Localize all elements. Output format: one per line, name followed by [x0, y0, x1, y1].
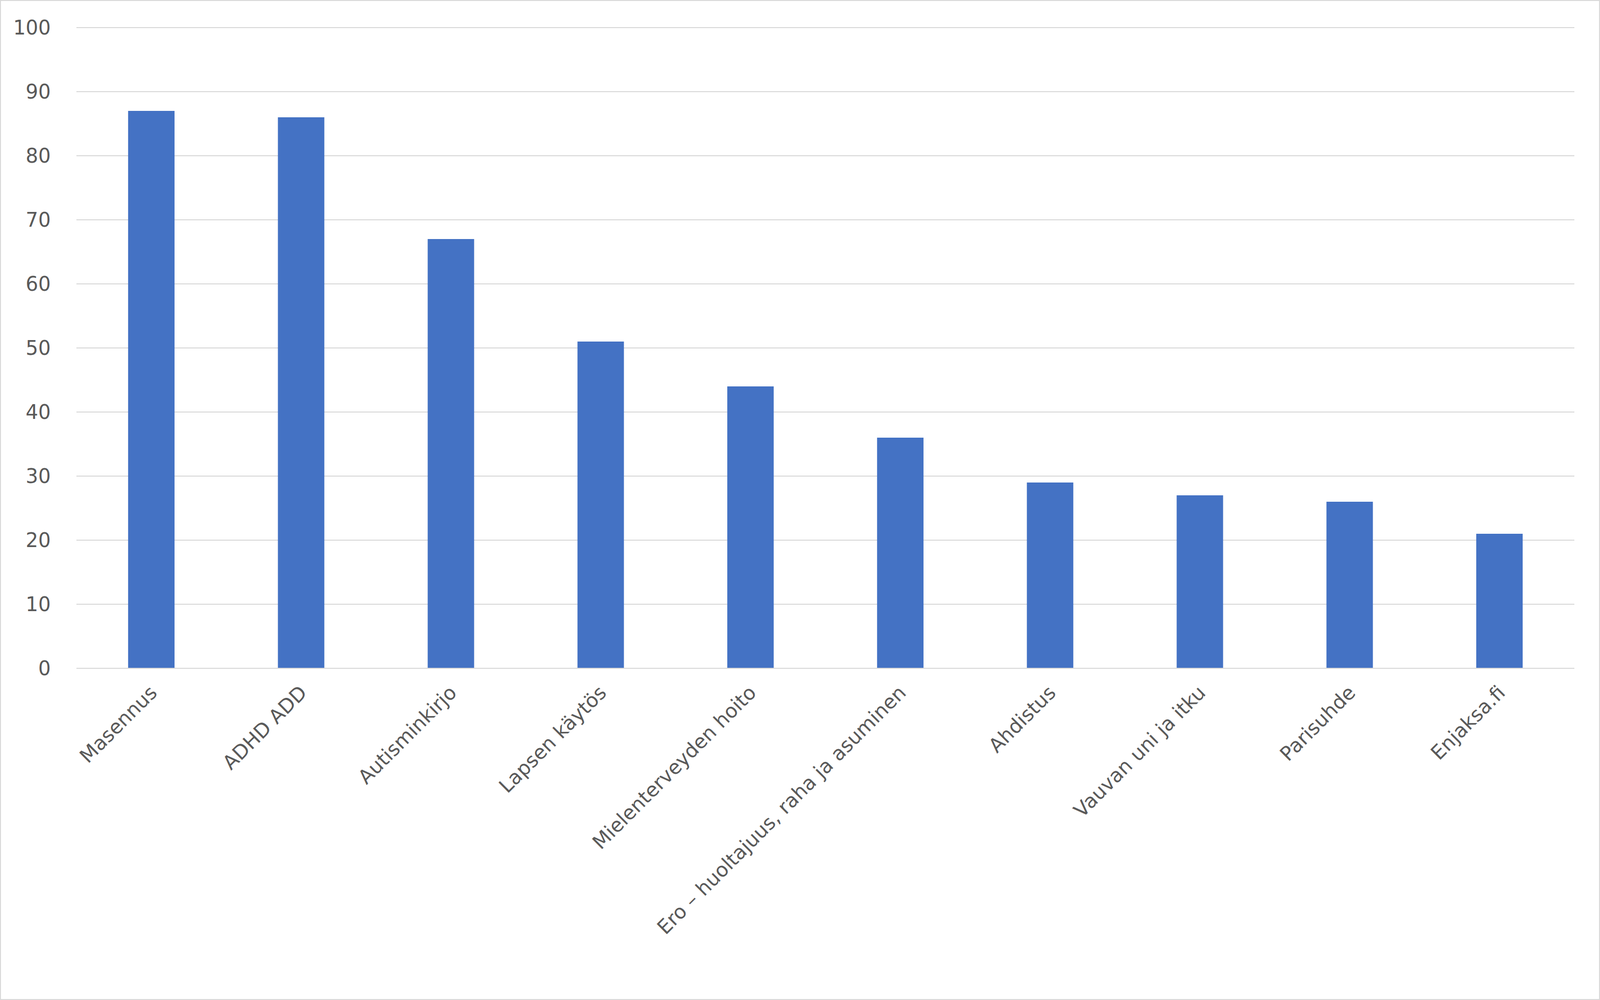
grid-line	[76, 91, 1575, 93]
y-tick-label: 10	[25, 593, 51, 616]
bar	[278, 117, 325, 669]
chart-frame	[0, 0, 1600, 1000]
x-tick-label: Vauvan uni ja itku	[1069, 681, 1210, 822]
y-tick-label: 40	[25, 400, 51, 424]
y-tick-label: 60	[25, 272, 51, 296]
bar	[1326, 501, 1373, 669]
bar	[427, 239, 474, 669]
grid-line	[76, 27, 1575, 29]
y-tick-label: 50	[25, 336, 51, 360]
x-tick-label: Ahdistus	[984, 681, 1061, 758]
chart-svg: 0 10 20 30 40 50 60 70 80 90 100 Masennus ADHD ADD Au…	[0, 0, 1600, 1000]
bar	[1476, 533, 1523, 669]
x-tick-label: Autisminkirjo	[353, 681, 462, 789]
bar	[1176, 495, 1223, 669]
y-tick-label: 30	[25, 464, 51, 488]
bar	[1027, 482, 1074, 669]
x-tick-label: Mielenterveyden hoito	[587, 681, 761, 854]
y-tick-label: 80	[25, 144, 51, 168]
y-tick-label: 0	[38, 657, 51, 680]
x-tick-label: Ero – huoltajuus, raha ja asuminen	[652, 681, 911, 940]
bar	[877, 437, 924, 669]
y-tick-label: 20	[25, 529, 51, 552]
x-tick-label: Parisuhde	[1275, 681, 1360, 766]
x-tick-label: Lapsen käytös	[494, 681, 611, 798]
grid-line	[76, 668, 1575, 670]
chart-container: 0 10 20 30 40 50 60 70 80 90 100 Masennus ADHD ADD Au…	[0, 0, 1600, 1000]
grid	[76, 27, 1575, 669]
x-tick-label: Masennus	[74, 681, 162, 768]
bar	[128, 110, 175, 669]
x-axis-line	[76, 668, 1575, 670]
x-tick-label: ADHD ADD	[217, 681, 312, 775]
y-tick-label: 90	[25, 80, 51, 104]
y-tick-label: 100	[13, 16, 51, 39]
bar	[577, 341, 624, 669]
bars	[128, 110, 1523, 669]
y-tick-label: 70	[25, 208, 51, 232]
x-tick-label: Enjaksa.fi	[1426, 681, 1510, 765]
bar	[727, 386, 774, 669]
